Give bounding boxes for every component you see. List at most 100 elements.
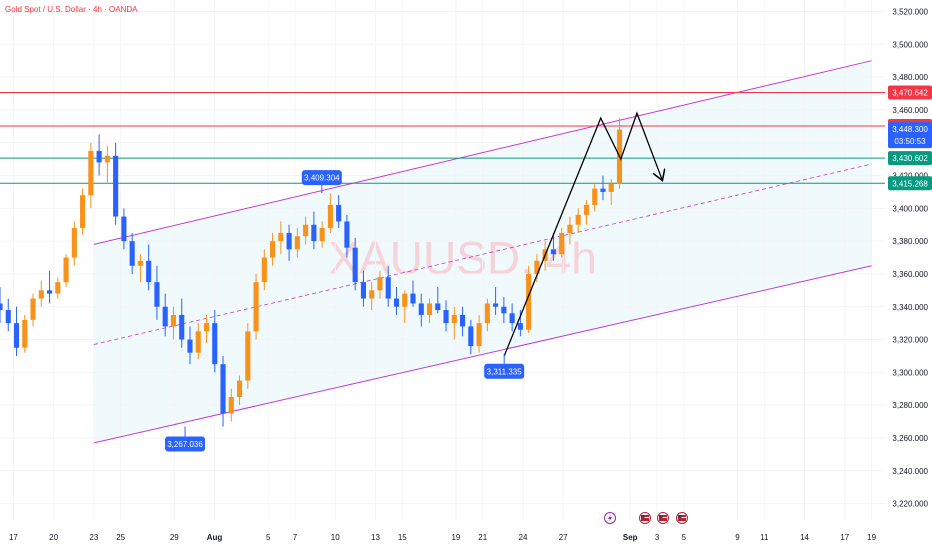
projection-path[interactable] [503, 111, 662, 357]
candle-body [261, 257, 267, 283]
swing-label-box[interactable] [165, 436, 206, 452]
current-price-box[interactable] [888, 122, 932, 149]
flash-glyph [608, 514, 612, 522]
candle-body [468, 326, 474, 347]
price-badge: 3,415.268 [892, 179, 928, 188]
y-tick-label: 3,280.000 [892, 401, 928, 410]
candle-body [220, 364, 226, 414]
x-tick-label: 17 [840, 533, 849, 542]
x-tick-label: 23 [89, 533, 98, 542]
candle-body [104, 155, 110, 163]
candle-body [369, 290, 375, 299]
candle-body [212, 323, 218, 365]
candle-body [435, 303, 441, 311]
channel-upper-line[interactable] [93, 60, 872, 245]
candle-body [88, 150, 94, 196]
swing-label: 3,311.335 [487, 367, 523, 376]
candle-body [30, 298, 36, 320]
candle-body [501, 306, 507, 314]
candle-body [170, 314, 177, 327]
candle-body [352, 247, 358, 283]
candle-body [410, 293, 416, 304]
candle-body [327, 205, 333, 229]
swing-label-box[interactable] [484, 363, 525, 379]
x-tick-label: 21 [478, 533, 487, 542]
candle-body [459, 314, 466, 327]
flag-stripe-white [641, 517, 649, 518]
price-badge-box[interactable] [888, 85, 932, 100]
candle-body [179, 314, 185, 340]
candle-body [344, 221, 350, 248]
x-tick-label: 19 [451, 533, 460, 542]
y-tick-label: 3,360.000 [892, 270, 928, 279]
y-tick-label: 3,320.000 [892, 336, 928, 345]
candle-body [550, 249, 556, 255]
flag-canton [678, 515, 682, 518]
candle-body [583, 205, 590, 215]
swing-label: 3,409.304 [304, 174, 340, 183]
candle-body [402, 293, 408, 307]
x-tick-label: Aug [207, 533, 223, 542]
candle-body [195, 331, 201, 353]
channel-mid-line[interactable] [93, 163, 872, 345]
x-tick-label: 14 [800, 533, 809, 542]
candle-body [5, 310, 11, 324]
candle-body [38, 290, 44, 299]
candle-body [203, 323, 210, 332]
candle-body [278, 232, 284, 242]
candle-body [559, 232, 565, 255]
candle-body [55, 282, 61, 294]
candle-body [319, 228, 325, 242]
candle-body [270, 241, 276, 258]
candle-body [253, 282, 259, 332]
x-tick-label: 25 [116, 533, 125, 542]
candle-body [46, 290, 53, 294]
swing-label: 3,267.036 [167, 440, 203, 449]
swing-label-box[interactable] [301, 170, 342, 186]
chart-title: Gold Spot / U.S. Dollar · 4h · OANDA [5, 5, 138, 14]
candle-body [154, 282, 160, 307]
y-tick-label: 3,240.000 [892, 467, 928, 476]
x-tick-label: 11 [760, 533, 769, 542]
x-tick-label: 5 [682, 533, 687, 542]
candle-body [484, 303, 490, 324]
x-tick-label: 17 [9, 533, 18, 542]
candle-body [311, 224, 317, 242]
x-tick-label: 27 [559, 533, 568, 542]
candle-body [162, 306, 168, 327]
y-tick-label: 3,220.000 [892, 500, 928, 509]
candle-body [303, 224, 309, 237]
y-tick-label: 3,380.000 [892, 237, 928, 246]
candle-body [96, 150, 102, 163]
x-tick-label: 10 [331, 533, 340, 542]
candle-body [534, 260, 540, 274]
y-tick-label: 3,480.000 [892, 73, 928, 82]
x-tick-label: 3 [655, 533, 660, 542]
y-tick-label: 3,260.000 [892, 434, 928, 443]
price-badge-box[interactable] [888, 151, 932, 166]
y-tick-label: 3,500.000 [892, 40, 928, 49]
x-tick-label: 7 [293, 533, 298, 542]
candle-body [228, 396, 234, 414]
candle-body [526, 273, 532, 330]
candle-body [377, 277, 383, 291]
x-tick-label: 20 [49, 533, 58, 542]
y-tick-label: 3,300.000 [892, 368, 928, 377]
price-badge: 3,430.602 [892, 154, 928, 163]
candle-body [63, 257, 69, 283]
candle-body [137, 260, 143, 266]
y-tick-label: 3,340.000 [892, 303, 928, 312]
candle-body [113, 155, 119, 217]
countdown-label: 03:50:53 [894, 137, 926, 146]
candle-body [294, 236, 300, 250]
candle-body [13, 323, 20, 348]
x-tick-label: 24 [519, 533, 528, 542]
flag-canton [641, 515, 645, 518]
candle-body [509, 313, 515, 324]
price-badge-box[interactable] [888, 176, 932, 191]
flag-stripe-white [659, 517, 667, 518]
candle-body [129, 241, 135, 266]
candle-body [336, 205, 342, 222]
